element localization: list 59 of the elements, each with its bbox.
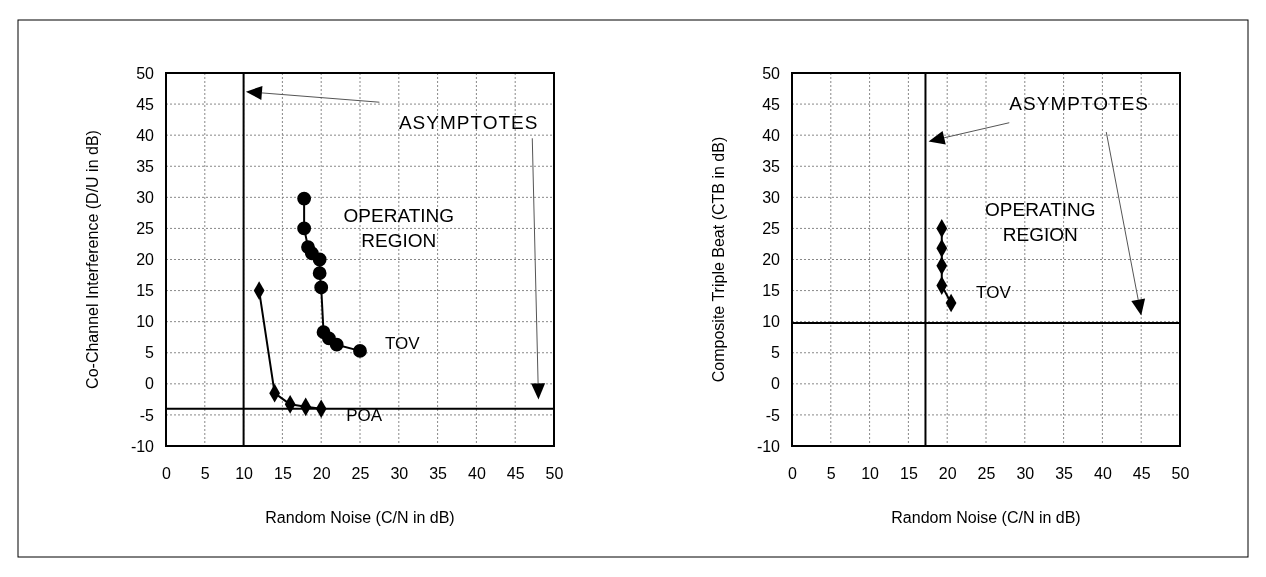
y-tick-label: -10 <box>756 437 781 455</box>
y-tick-label: 15 <box>762 282 781 300</box>
y-tick-label: 35 <box>136 157 155 175</box>
x-tick-label: 50 <box>1171 465 1190 483</box>
y-tick-label: 50 <box>762 64 781 82</box>
series-label: POA <box>346 405 383 425</box>
y-axis-title: Composite Triple Beat (CTB in dB) <box>710 136 727 383</box>
y-tick-label: 40 <box>762 126 781 144</box>
y-tick-label: 5 <box>145 344 155 362</box>
y-tick-label: -5 <box>765 406 781 424</box>
x-tick-label: 20 <box>938 465 957 483</box>
y-tick-label: 35 <box>762 157 781 175</box>
x-tick-label: 50 <box>545 465 564 483</box>
y-tick-label: 25 <box>136 220 155 238</box>
annotation: ASYMPTOTES <box>398 111 539 133</box>
x-axis-title: Random Noise (C/N in dB) <box>891 509 1081 526</box>
x-tick-label: 30 <box>1016 465 1035 483</box>
x-tick-label: 40 <box>1094 465 1112 483</box>
y-tick-label: 50 <box>136 64 155 82</box>
x-tick-label: 30 <box>390 465 409 483</box>
x-tick-label: 45 <box>1132 465 1151 483</box>
x-tick-label: 0 <box>788 465 798 483</box>
annotation: OPERATING REGION <box>343 205 455 251</box>
series-label: TOV <box>976 283 1012 303</box>
y-tick-label: -5 <box>139 406 155 424</box>
y-tick-label: 30 <box>136 188 155 206</box>
x-tick-label: 25 <box>351 465 370 483</box>
y-tick-label: 5 <box>771 344 781 362</box>
x-tick-label: 15 <box>900 465 918 483</box>
x-tick-label: 5 <box>200 465 210 483</box>
y-tick-label: 30 <box>762 188 781 206</box>
y-tick-label: 45 <box>136 95 155 113</box>
y-tick-label: 10 <box>136 313 155 331</box>
x-tick-label: 0 <box>162 465 172 483</box>
y-tick-label: 20 <box>136 251 155 269</box>
y-tick-label: 40 <box>136 126 155 144</box>
y-tick-label: 10 <box>762 313 781 331</box>
annotation: ASYMPTOTES <box>1009 93 1149 115</box>
x-tick-label: 10 <box>235 465 254 483</box>
series-label: TOV <box>385 333 421 353</box>
y-tick-label: 45 <box>762 95 781 113</box>
x-tick-label: 10 <box>861 465 880 483</box>
y-tick-label: -10 <box>130 437 155 455</box>
y-tick-label: 0 <box>145 375 155 393</box>
y-tick-label: 25 <box>762 220 781 238</box>
y-tick-label: 0 <box>771 375 781 393</box>
x-tick-label: 35 <box>429 465 448 483</box>
x-axis-title: Random Noise (C/N in dB) <box>265 509 455 526</box>
x-tick-label: 5 <box>826 465 836 483</box>
x-tick-label: 40 <box>468 465 486 483</box>
x-tick-label: 35 <box>1055 465 1074 483</box>
y-axis-title: Co-Channel Interference (D/U in dB) <box>84 130 101 389</box>
annotation: OPERATING REGION <box>985 198 1096 245</box>
x-tick-label: 25 <box>977 465 996 483</box>
y-tick-label: 15 <box>136 282 155 300</box>
y-tick-label: 20 <box>762 251 781 269</box>
x-tick-label: 45 <box>506 465 525 483</box>
x-tick-label: 15 <box>274 465 292 483</box>
x-tick-label: 20 <box>312 465 331 483</box>
